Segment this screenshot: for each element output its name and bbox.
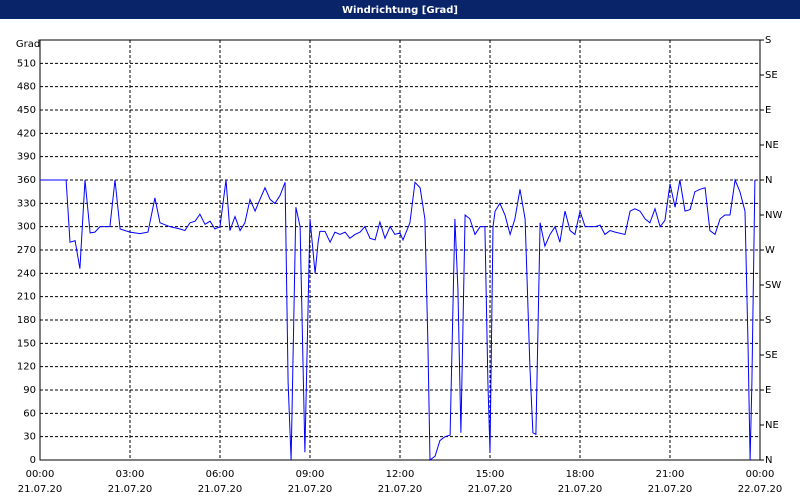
y2-tick-label: NW xyxy=(765,210,782,221)
y-tick-label: 330 xyxy=(17,198,36,209)
x-tick-label: 18:00 xyxy=(566,469,595,480)
x-tick-label: 03:00 xyxy=(116,469,145,480)
y-tick-label: 270 xyxy=(17,245,36,256)
y-tick-label: 450 xyxy=(17,105,36,116)
x-tick-date: 22.07.20 xyxy=(738,484,783,495)
y2-tick-label: S xyxy=(765,315,771,326)
y2-tick-label: NE xyxy=(765,420,779,431)
x-tick-label: 00:00 xyxy=(746,469,775,480)
y-tick-label: 390 xyxy=(17,152,36,163)
y-tick-label: 150 xyxy=(17,338,36,349)
y-axis-label: Grad xyxy=(16,39,40,50)
y-tick-label: 30 xyxy=(23,432,36,443)
y2-tick-label: SE xyxy=(765,70,778,81)
y2-tick-label: W xyxy=(765,245,775,256)
y2-tick-label: NE xyxy=(765,140,779,151)
y-tick-label: 120 xyxy=(17,362,36,373)
chart-title: Windrichtung [Grad] xyxy=(342,5,458,16)
x-tick-date: 21.07.20 xyxy=(18,484,63,495)
y-tick-label: 90 xyxy=(23,385,36,396)
y-tick-label: 0 xyxy=(30,455,36,466)
x-tick-label: 21:00 xyxy=(656,469,685,480)
y-tick-label: 240 xyxy=(17,268,36,279)
x-tick-date: 21.07.20 xyxy=(468,484,513,495)
y-tick-label: 480 xyxy=(17,82,36,93)
x-tick-date: 21.07.20 xyxy=(648,484,693,495)
y2-tick-label: N xyxy=(765,175,772,186)
y-tick-label: 180 xyxy=(17,315,36,326)
y2-tick-label: E xyxy=(765,105,771,116)
x-tick-date: 21.07.20 xyxy=(378,484,423,495)
x-tick-date: 21.07.20 xyxy=(558,484,603,495)
y2-tick-label: E xyxy=(765,385,771,396)
title-bar xyxy=(0,0,800,19)
x-tick-date: 21.07.20 xyxy=(288,484,333,495)
y-tick-label: 510 xyxy=(17,58,36,69)
y-tick-label: 300 xyxy=(17,222,36,233)
x-tick-label: 15:00 xyxy=(476,469,505,480)
x-tick-label: 12:00 xyxy=(386,469,415,480)
y2-tick-label: SW xyxy=(765,280,781,291)
y2-tick-label: S xyxy=(765,35,771,46)
y-tick-label: 360 xyxy=(17,175,36,186)
x-tick-label: 09:00 xyxy=(296,469,325,480)
y2-tick-label: N xyxy=(765,455,772,466)
x-tick-label: 00:00 xyxy=(26,469,55,480)
y-tick-label: 210 xyxy=(17,292,36,303)
y-tick-label: 60 xyxy=(23,408,36,419)
x-tick-label: 06:00 xyxy=(206,469,235,480)
x-tick-date: 21.07.20 xyxy=(198,484,243,495)
x-tick-date: 21.07.20 xyxy=(108,484,153,495)
y2-tick-label: SE xyxy=(765,350,778,361)
y-tick-label: 420 xyxy=(17,128,36,139)
data-line xyxy=(40,178,756,461)
